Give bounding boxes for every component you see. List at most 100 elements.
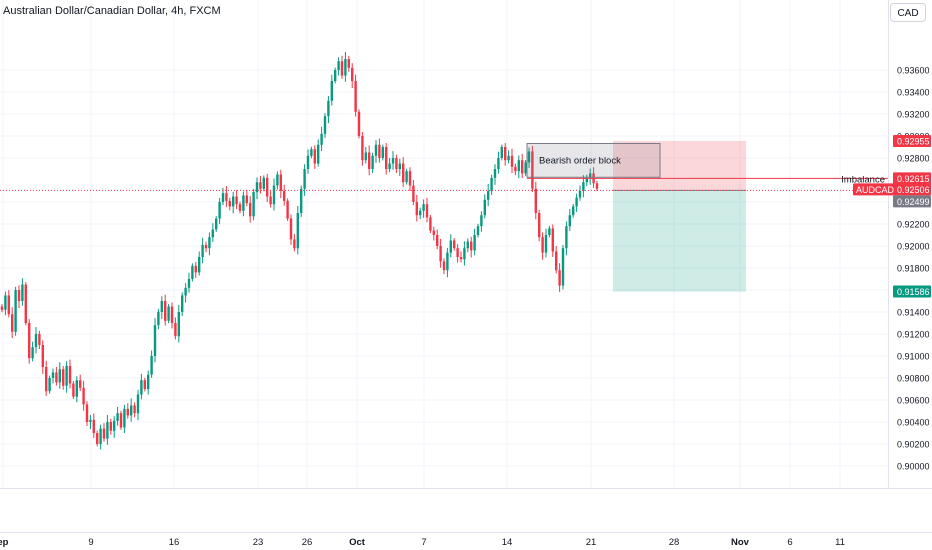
candle-body bbox=[306, 155, 310, 169]
candle bbox=[218, 198, 221, 224]
time-tick-label: Oct bbox=[349, 537, 366, 548]
candle bbox=[514, 163, 517, 176]
candle-body bbox=[334, 70, 337, 81]
candle-body bbox=[412, 185, 415, 202]
candle bbox=[398, 158, 401, 177]
candle bbox=[453, 238, 456, 251]
price-badge-bg bbox=[893, 172, 931, 185]
candle-body bbox=[388, 163, 391, 169]
time-axis[interactable]: Sep 9 16 23 26 Oct 7 14 21 28 Nov 6 11 bbox=[0, 488, 932, 549]
candle-body bbox=[177, 312, 180, 337]
candle bbox=[198, 251, 201, 276]
candle bbox=[123, 404, 126, 433]
candle bbox=[245, 189, 248, 207]
candle-body bbox=[490, 177, 493, 191]
candle bbox=[215, 216, 218, 232]
candle-body bbox=[136, 394, 140, 414]
candle bbox=[493, 164, 497, 185]
candle-body bbox=[11, 314, 14, 332]
candle-body bbox=[140, 380, 143, 395]
candle bbox=[174, 317, 177, 340]
candle-body bbox=[371, 155, 374, 169]
price-tick-label: 0.93400 bbox=[897, 88, 930, 98]
candle-body bbox=[38, 334, 41, 345]
candle bbox=[79, 374, 82, 392]
price-badge-value: 0.91586 bbox=[897, 287, 930, 297]
candle bbox=[58, 362, 61, 389]
candle bbox=[487, 183, 490, 207]
candle-body bbox=[170, 306, 174, 323]
candle-body bbox=[242, 195, 245, 211]
currency-button[interactable]: CAD bbox=[890, 3, 926, 22]
candle-body bbox=[493, 169, 497, 178]
candle bbox=[510, 148, 514, 174]
price-badge-value: 0.92955 bbox=[897, 136, 930, 146]
candle bbox=[439, 238, 442, 268]
candle-body bbox=[293, 239, 296, 249]
candle bbox=[351, 63, 354, 89]
candle bbox=[286, 198, 289, 221]
candle-body bbox=[582, 182, 585, 191]
candle-body bbox=[14, 290, 17, 332]
time-tick-label: 7 bbox=[421, 537, 426, 548]
candle bbox=[531, 145, 534, 192]
candle bbox=[85, 401, 89, 426]
candle-body bbox=[337, 61, 340, 70]
candle-body bbox=[96, 433, 99, 444]
candle bbox=[4, 291, 7, 316]
time-tick-label: 23 bbox=[253, 537, 264, 548]
candle-body bbox=[116, 413, 119, 421]
candle-body bbox=[262, 177, 265, 189]
price-tick-label: 0.91200 bbox=[897, 330, 930, 340]
candle-body bbox=[89, 419, 92, 422]
price-badge-bg bbox=[893, 134, 931, 147]
price-axis[interactable]: 0.936000.934000.932000.930000.928000.924… bbox=[853, 0, 931, 488]
candle bbox=[470, 236, 473, 258]
candle-body bbox=[255, 182, 259, 193]
candle bbox=[296, 205, 299, 255]
price-tick-label: 0.90800 bbox=[897, 374, 930, 384]
candle bbox=[381, 144, 384, 161]
candle-body bbox=[259, 182, 262, 189]
candle-body bbox=[249, 203, 252, 217]
candle bbox=[14, 286, 17, 336]
candle-body bbox=[330, 81, 333, 101]
candle-body bbox=[470, 241, 473, 251]
candle bbox=[391, 150, 395, 170]
candle bbox=[354, 74, 357, 117]
candle bbox=[191, 263, 194, 282]
candle bbox=[7, 290, 10, 318]
candle-body bbox=[21, 284, 24, 301]
candle-body bbox=[45, 367, 48, 392]
candle-body bbox=[504, 147, 507, 161]
candle-body bbox=[323, 116, 327, 134]
candle-body bbox=[385, 147, 388, 169]
candle bbox=[153, 318, 157, 363]
candle-body bbox=[269, 196, 272, 205]
candle bbox=[160, 296, 163, 320]
candle-body bbox=[439, 246, 442, 262]
candle-body bbox=[453, 240, 456, 249]
candle bbox=[194, 261, 197, 278]
candle bbox=[109, 418, 112, 435]
price-tick-label: 0.90200 bbox=[897, 440, 930, 450]
candle-body bbox=[419, 210, 422, 216]
candle bbox=[364, 147, 367, 164]
candle-body bbox=[548, 228, 551, 235]
candle-body bbox=[521, 160, 524, 174]
candle-body bbox=[68, 365, 72, 384]
candle bbox=[0, 304, 4, 313]
candle bbox=[34, 326, 38, 354]
candle-body bbox=[194, 265, 197, 273]
candle-body bbox=[595, 183, 599, 189]
candle bbox=[541, 232, 544, 260]
candle-body bbox=[425, 204, 429, 218]
candle-body bbox=[31, 347, 34, 359]
price-badge-value: 0.92615 bbox=[897, 174, 930, 184]
candle-body bbox=[310, 149, 313, 156]
candle-body bbox=[147, 374, 150, 389]
candle bbox=[310, 146, 313, 159]
candle bbox=[45, 360, 48, 396]
candle bbox=[41, 340, 44, 375]
